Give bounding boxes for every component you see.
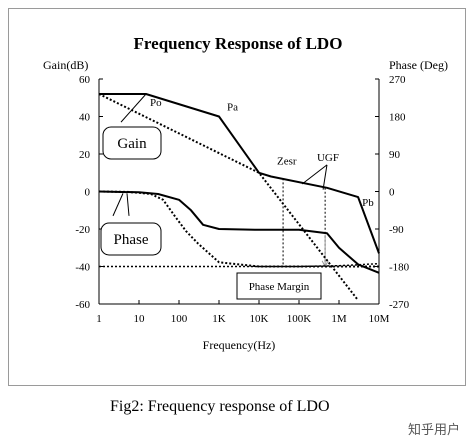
gain-callout-pointer <box>120 93 147 123</box>
y-tick-label-right: -270 <box>389 299 410 311</box>
phase-curve-dotted <box>98 190 379 268</box>
y-tick-label-right: 0 <box>389 187 395 199</box>
y-axis-label-right: Phase (Deg) <box>389 58 448 72</box>
phase-callout-pointer-2 <box>126 193 130 216</box>
y-axis-label-left: Gain(dB) <box>43 58 88 72</box>
y-tick-label-left: -60 <box>75 299 90 311</box>
y-tick-label-right: -90 <box>389 224 404 236</box>
figure-frame: Frequency Response of LDO Gain(dB) Phase… <box>8 8 466 386</box>
label-pb: Pb <box>362 197 374 209</box>
ugf-arrow-left <box>301 164 328 185</box>
phase-callout-pointer-1 <box>112 193 124 217</box>
phase-margin-box <box>236 272 322 300</box>
y-tick-label-right: 90 <box>389 149 401 161</box>
phase-callout-label: Phase <box>114 232 149 248</box>
x-tick-label: 1M <box>331 313 347 325</box>
y-tick-label-left: 20 <box>79 149 91 161</box>
x-tick-label: 10 <box>134 313 146 325</box>
x-tick-label: 100K <box>287 313 312 325</box>
label-po: Po <box>150 97 162 109</box>
figure-caption: Fig2: Frequency response of LDO <box>110 398 330 415</box>
y-tick-label-left: -20 <box>75 224 90 236</box>
label-pa: Pa <box>227 102 238 114</box>
y-tick-label-left: 40 <box>79 112 91 124</box>
y-tick-label-right: 270 <box>389 74 406 86</box>
y-tick-label-left: 60 <box>79 74 91 86</box>
gain-curve-solid <box>99 93 380 254</box>
ugf-arrow-right <box>322 164 328 190</box>
x-tick-label: 10K <box>250 313 269 325</box>
frequency-response-chart: Frequency Response of LDO Gain(dB) Phase… <box>43 34 448 352</box>
label-ugf: UGF <box>317 152 339 164</box>
watermark: 知乎用户 <box>407 423 460 438</box>
phase-margin-label: Phase Margin <box>249 281 310 293</box>
y-tick-label-left: -40 <box>75 262 90 274</box>
x-tick-label: 100 <box>171 313 188 325</box>
y-tick-label-left: 0 <box>85 187 91 199</box>
x-axis-label: Frequency(Hz) <box>203 338 276 352</box>
y-tick-label-right: 180 <box>389 112 406 124</box>
phase-curve-solid <box>98 190 380 274</box>
gain-curve-dotted <box>98 93 359 301</box>
y-tick-label-right: -180 <box>389 262 410 274</box>
gain-callout-box <box>102 126 162 160</box>
label-zesr: Zesr <box>277 156 297 168</box>
x-tick-label: 1 <box>96 313 102 325</box>
phase-callout-box <box>100 222 162 256</box>
x-tick-label: 1K <box>212 313 226 325</box>
phase-reference-dotted <box>99 262 380 268</box>
x-tick-label: 10M <box>369 313 390 325</box>
gain-callout-label: Gain <box>117 136 147 152</box>
chart-title: Frequency Response of LDO <box>134 34 343 53</box>
